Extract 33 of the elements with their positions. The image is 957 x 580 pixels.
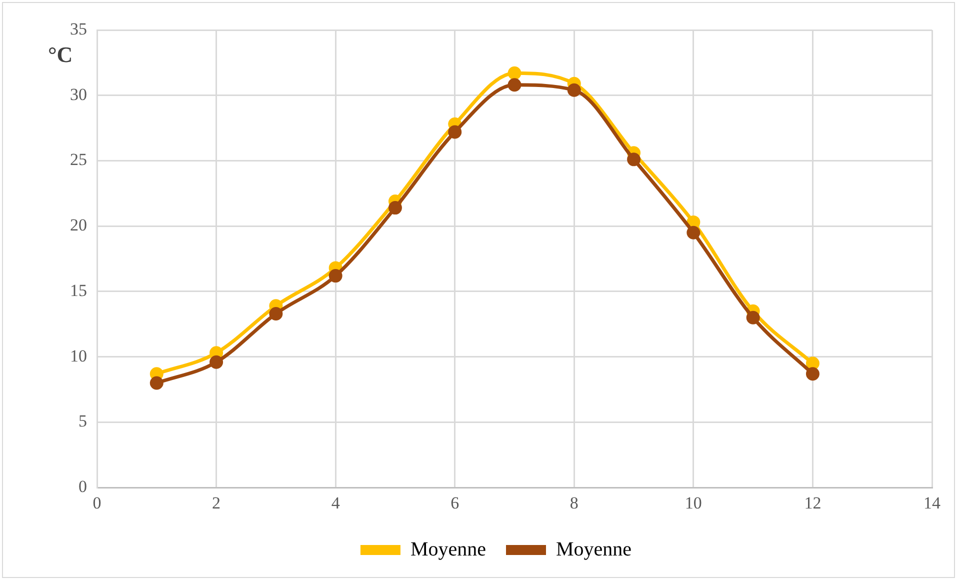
point: [627, 152, 641, 166]
y-tick-label: 5: [78, 412, 87, 431]
x-tick-label: 14: [924, 493, 941, 512]
y-tick-label: 15: [70, 280, 87, 300]
x-tick-label: 0: [92, 493, 102, 512]
point: [806, 367, 820, 381]
point: [567, 83, 581, 97]
x-tick-label: 12: [804, 493, 822, 512]
y-tick-label: 0: [78, 477, 87, 496]
y-axis-title: °C: [48, 42, 73, 68]
point: [150, 376, 164, 390]
x-tick-label: 2: [212, 493, 221, 512]
x-tick-label: 4: [331, 493, 340, 512]
point: [508, 66, 522, 80]
point: [686, 226, 700, 240]
y-tick-label: 35: [70, 19, 87, 38]
legend-label: Moyenne: [556, 538, 632, 560]
y-tick-label: 10: [70, 346, 87, 366]
y-tick-label: 30: [70, 84, 87, 104]
point: [388, 201, 402, 215]
x-tick-label: 8: [570, 493, 578, 512]
point: [448, 125, 462, 139]
x-tick-label: 10: [684, 493, 702, 512]
legend-label: Moyenne: [410, 538, 486, 560]
x-tick-label: 6: [450, 493, 460, 512]
point: [210, 355, 224, 369]
y-tick-label: 20: [70, 216, 87, 235]
point: [746, 310, 760, 324]
y-tick-label: 25: [70, 150, 87, 170]
point: [269, 306, 283, 320]
point: [328, 269, 342, 283]
point: [508, 78, 522, 92]
point: [806, 356, 820, 370]
